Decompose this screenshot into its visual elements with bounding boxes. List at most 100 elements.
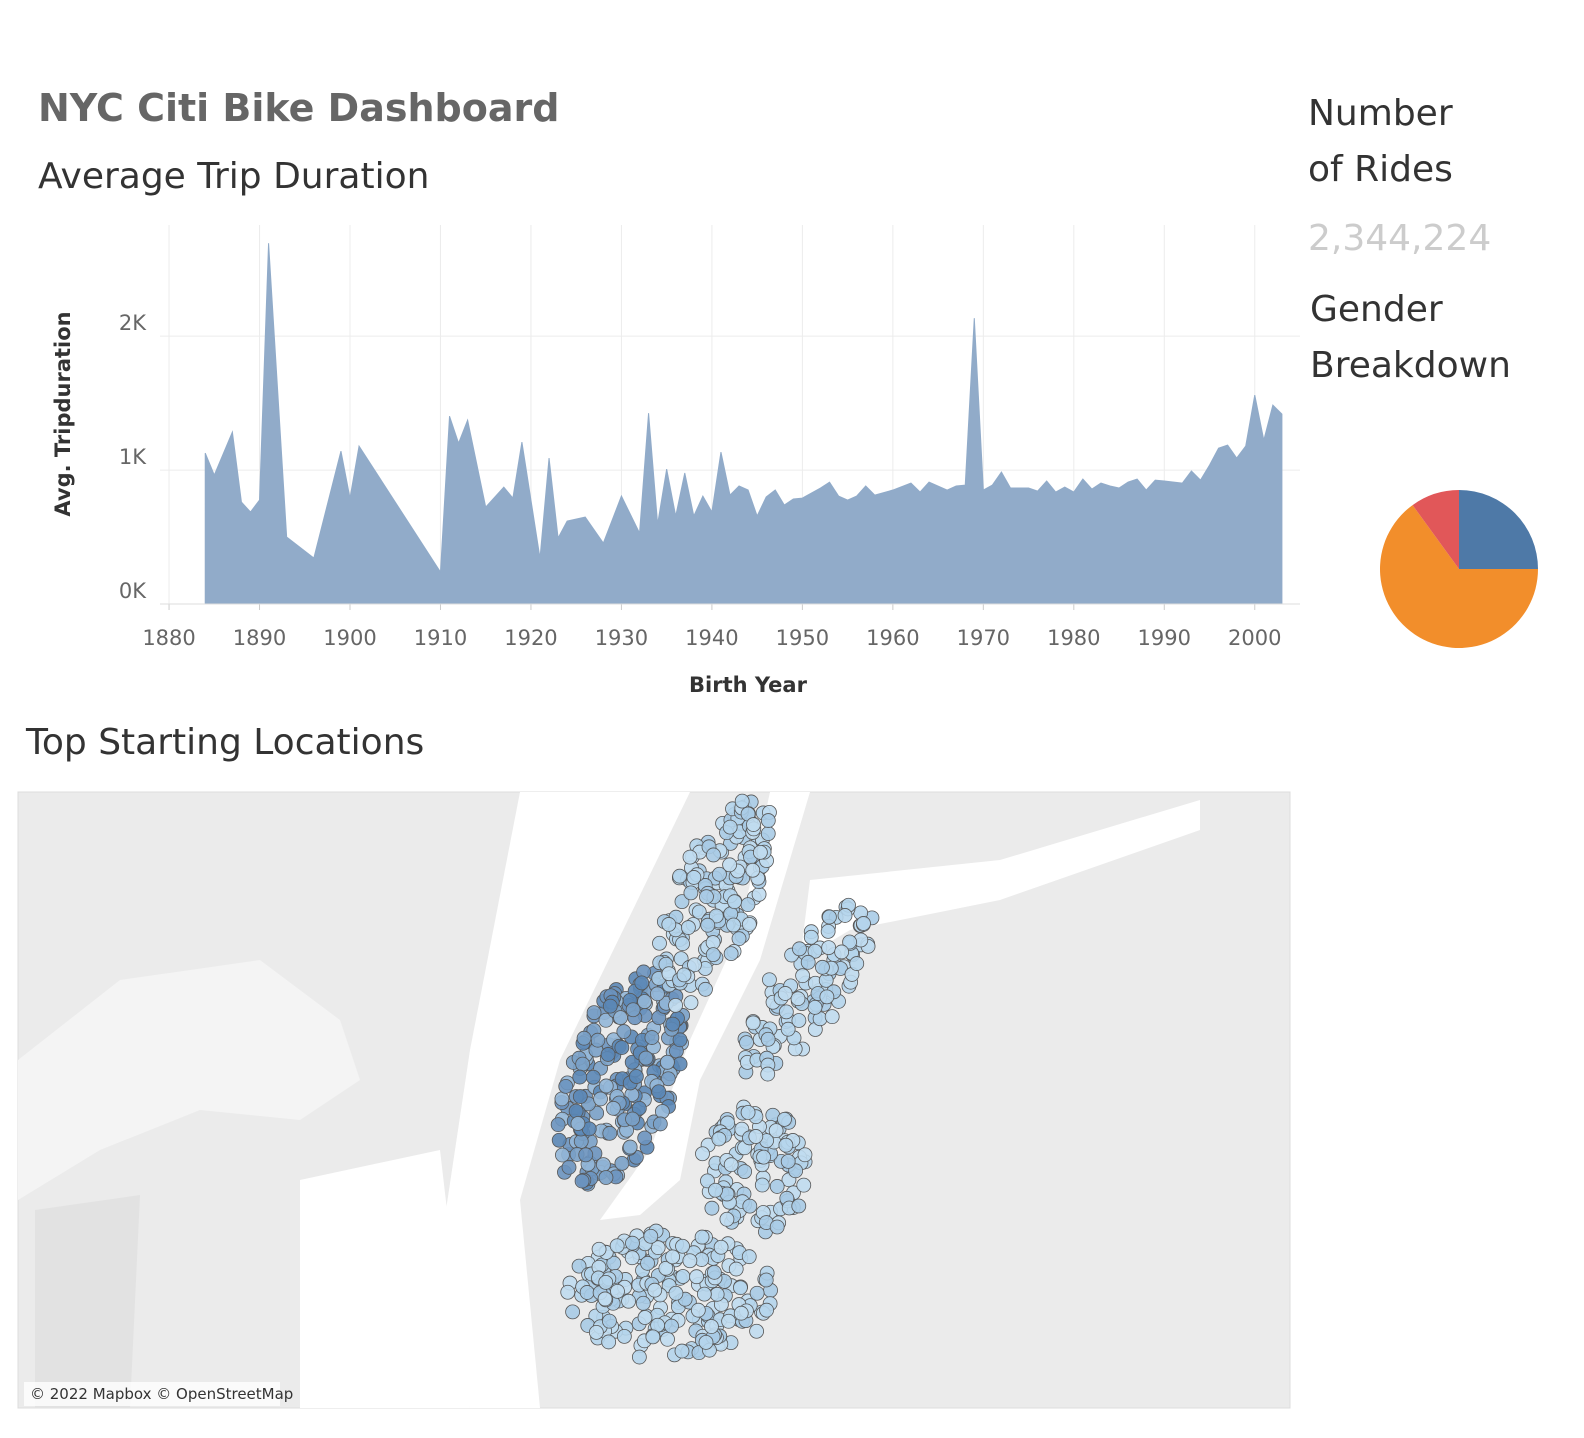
station-dot [585, 1069, 601, 1085]
station-dot [819, 989, 835, 1005]
station-dot [555, 1147, 570, 1163]
x-tick-label: 1960 [866, 626, 919, 650]
station-dot [741, 917, 757, 932]
station-dot [683, 995, 699, 1011]
map: © 2022 Mapbox © OpenStreetMap [17, 791, 1291, 1409]
land [18, 960, 360, 1200]
station-dot [777, 1111, 792, 1127]
station-dot [568, 1103, 584, 1119]
station-dot [837, 908, 853, 923]
station-dot [795, 968, 811, 984]
station-dot [834, 944, 850, 960]
station-dot [856, 916, 871, 931]
kpi-value: 2,344,224 [1308, 218, 1492, 259]
station-dot [622, 1139, 638, 1155]
station-dot [698, 1334, 714, 1350]
station-dot [713, 1239, 729, 1255]
station-dot [654, 1104, 670, 1119]
station-dot [573, 1133, 589, 1149]
pie-slice [1412, 490, 1459, 569]
station-dot [625, 1111, 640, 1127]
station-dot [769, 1179, 785, 1194]
station-dot [760, 1031, 776, 1047]
station-dot [704, 1200, 720, 1216]
station-dot [768, 1123, 784, 1139]
station-dot [751, 886, 767, 902]
station-dot [602, 1313, 617, 1329]
station-dot [728, 1261, 744, 1277]
station-dot [792, 941, 807, 957]
station-dot [695, 1146, 710, 1162]
station-dot [780, 1153, 796, 1169]
water [800, 800, 1200, 960]
station-dot [638, 1050, 654, 1066]
station-dot [682, 849, 698, 865]
station-dot [664, 1318, 679, 1334]
station-dot [727, 894, 742, 910]
station-dot [796, 1177, 812, 1193]
x-tick-label: 1970 [957, 626, 1010, 650]
station-dot [668, 1285, 684, 1301]
station-dot [676, 967, 692, 983]
station-dot [640, 1255, 655, 1271]
station-dot [699, 889, 714, 905]
y-tick-label: 2K [119, 311, 147, 335]
station-dot [602, 998, 618, 1014]
station-dot [746, 817, 761, 832]
station-dot [665, 1249, 681, 1265]
station-dot [733, 1280, 748, 1296]
dashboard-title: NYC Citi Bike Dashboard [38, 86, 560, 130]
station-dot [698, 981, 713, 997]
station-dot [579, 1285, 595, 1300]
station-dot [610, 1283, 625, 1299]
station-dot [756, 1149, 771, 1165]
station-dot [609, 1238, 625, 1254]
station-dot [731, 931, 747, 947]
station-dot [575, 1056, 591, 1072]
station-dot [645, 1329, 661, 1345]
station-dot [675, 936, 690, 952]
station-dots [550, 793, 880, 1365]
station-dot [554, 1091, 570, 1107]
station-dot [815, 959, 830, 975]
x-axis-label: Birth Year [689, 673, 808, 697]
station-dot [635, 1295, 651, 1311]
station-dot [791, 1013, 807, 1028]
station-dot [650, 986, 665, 1002]
x-tick-label: 1990 [1138, 626, 1191, 650]
station-dot [760, 813, 776, 828]
station-dot [614, 1155, 630, 1171]
station-dot [748, 1129, 764, 1144]
station-dot [694, 1229, 710, 1245]
station-dot [721, 1313, 737, 1329]
station-dot [739, 1035, 754, 1051]
station-dot [675, 1238, 690, 1254]
station-dot [706, 847, 721, 863]
station-dot [696, 1286, 712, 1302]
station-dot [686, 870, 702, 885]
station-dot [647, 1282, 663, 1298]
x-tick-label: 1920 [504, 626, 557, 650]
x-tick-label: 1900 [323, 626, 376, 650]
station-dot [762, 972, 777, 988]
station-dot [658, 1260, 674, 1276]
x-tick-label: 1930 [595, 626, 648, 650]
station-dot [652, 1116, 668, 1132]
station-dot [820, 923, 836, 939]
station-dot [734, 793, 750, 809]
station-dot [749, 1323, 765, 1339]
station-dot [682, 1253, 698, 1269]
station-dot [621, 1293, 636, 1309]
station-dot [616, 1328, 632, 1344]
station-dot [665, 1016, 681, 1032]
station-dot [576, 1030, 592, 1046]
pie-title: Gender Breakdown [1310, 289, 1511, 386]
station-dot [637, 1310, 653, 1325]
station-dot [625, 1235, 640, 1251]
station-dot [570, 1116, 586, 1131]
station-dot [672, 868, 688, 884]
station-dot [745, 1015, 761, 1031]
station-dot [588, 1324, 604, 1340]
station-dot [661, 917, 677, 932]
